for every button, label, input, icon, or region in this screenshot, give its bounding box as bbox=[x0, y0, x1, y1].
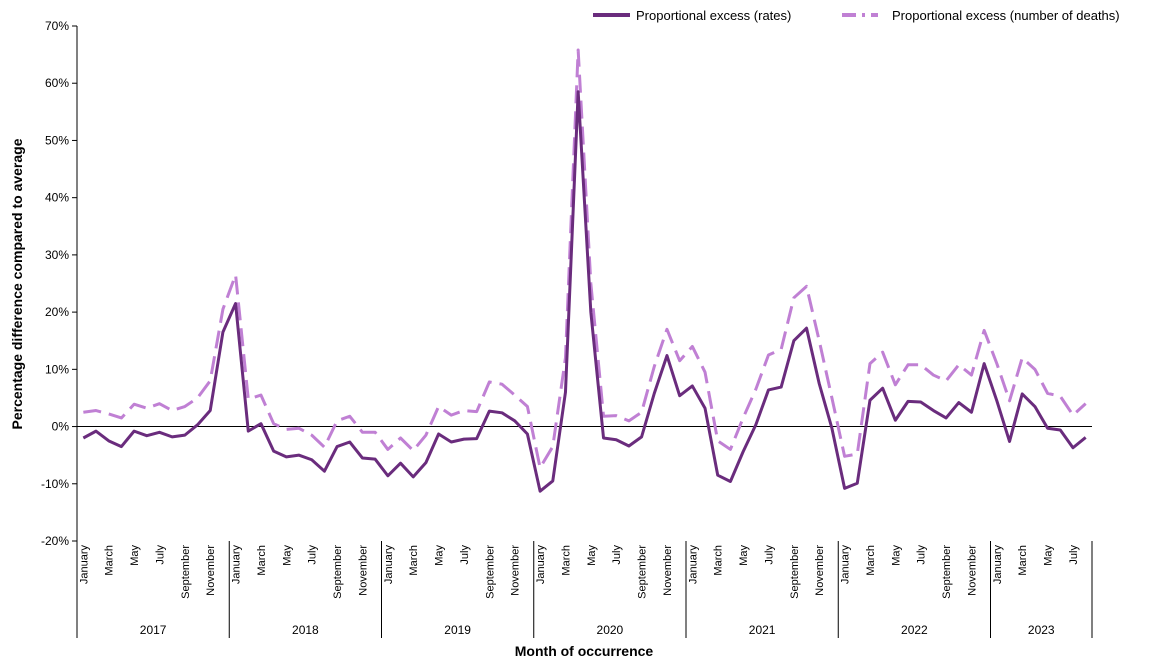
x-tick-label: September bbox=[941, 545, 953, 599]
series-layer bbox=[82, 48, 1087, 493]
legend-label-deaths: Proportional excess (number of deaths) bbox=[892, 8, 1120, 23]
legend: Proportional excess (rates) Proportional… bbox=[593, 8, 1120, 23]
x-tick-label: September bbox=[180, 545, 192, 599]
x-tick-label: November bbox=[510, 545, 522, 596]
legend-label-rates: Proportional excess (rates) bbox=[636, 8, 791, 23]
y-tick-label: 30% bbox=[45, 248, 69, 262]
x-tick-label: September bbox=[332, 545, 344, 599]
x-tick-label: July bbox=[459, 545, 471, 565]
x-tick-label: January bbox=[840, 545, 852, 585]
year-label: 2017 bbox=[140, 623, 167, 637]
x-tick-label: May bbox=[1043, 545, 1055, 566]
y-tick-label: -20% bbox=[41, 534, 69, 548]
x-tick-label: November bbox=[814, 545, 826, 596]
y-tick-label: 70% bbox=[45, 19, 69, 33]
x-tick-label: March bbox=[713, 545, 725, 576]
y-tick-label: 60% bbox=[45, 76, 69, 90]
x-tick-label: November bbox=[966, 545, 978, 596]
series-line-deaths bbox=[83, 48, 1087, 470]
x-tick-label: January bbox=[535, 545, 547, 585]
y-tick-label: 0% bbox=[52, 420, 70, 434]
year-label: 2023 bbox=[1028, 623, 1055, 637]
y-axis-title: Percentage difference compared to averag… bbox=[9, 138, 25, 429]
x-tick-label: May bbox=[281, 545, 293, 566]
x-tick-label: July bbox=[763, 545, 775, 565]
x-tick-label: July bbox=[1068, 545, 1080, 565]
x-tick-label: November bbox=[205, 545, 217, 596]
x-tick-label: May bbox=[434, 545, 446, 566]
x-tick-label: July bbox=[611, 545, 623, 565]
y-tick-label: 40% bbox=[45, 191, 69, 205]
x-tick-label: January bbox=[383, 545, 395, 585]
x-axis-title: Month of occurrence bbox=[515, 643, 654, 659]
x-tick-label: September bbox=[484, 545, 496, 599]
x-tick-label: January bbox=[687, 545, 699, 585]
year-label: 2022 bbox=[901, 623, 928, 637]
x-tick-label: January bbox=[78, 545, 90, 585]
series-line-rates bbox=[82, 90, 1087, 493]
year-label: 2018 bbox=[292, 623, 319, 637]
x-axis: January March May July September November 2017… bbox=[76, 541, 1093, 638]
y-tick-label: -10% bbox=[41, 477, 69, 491]
x-tick-label: March bbox=[1017, 545, 1029, 576]
x-tick-label: March bbox=[408, 545, 420, 576]
y-tick-label: 10% bbox=[45, 362, 69, 376]
year-label: 2019 bbox=[444, 623, 471, 637]
year-label: 2021 bbox=[749, 623, 776, 637]
x-tick-label: March bbox=[104, 545, 116, 576]
year-label: 2020 bbox=[597, 623, 624, 637]
x-tick-label: November bbox=[662, 545, 674, 596]
x-tick-label: September bbox=[637, 545, 649, 599]
x-tick-label: January bbox=[231, 545, 243, 585]
x-tick-label: March bbox=[865, 545, 877, 576]
x-tick-label: May bbox=[738, 545, 750, 566]
x-tick-label: July bbox=[916, 545, 928, 565]
x-tick-label: March bbox=[560, 545, 572, 576]
y-tick-label: 20% bbox=[45, 305, 69, 319]
x-tick-label: May bbox=[586, 545, 598, 566]
x-tick-label: July bbox=[307, 545, 319, 565]
x-tick-label: January bbox=[992, 545, 1004, 585]
x-tick-label: November bbox=[357, 545, 369, 596]
y-axis: -20% -10% 0% 10% 20% 30% 40% 50% 60% 70% bbox=[41, 19, 1092, 548]
x-tick-label: March bbox=[256, 545, 268, 576]
x-tick-label: September bbox=[789, 545, 801, 599]
x-tick-label: July bbox=[154, 545, 166, 565]
y-tick-label: 50% bbox=[45, 133, 69, 147]
x-tick-label: May bbox=[129, 545, 141, 566]
x-tick-label: May bbox=[890, 545, 902, 566]
